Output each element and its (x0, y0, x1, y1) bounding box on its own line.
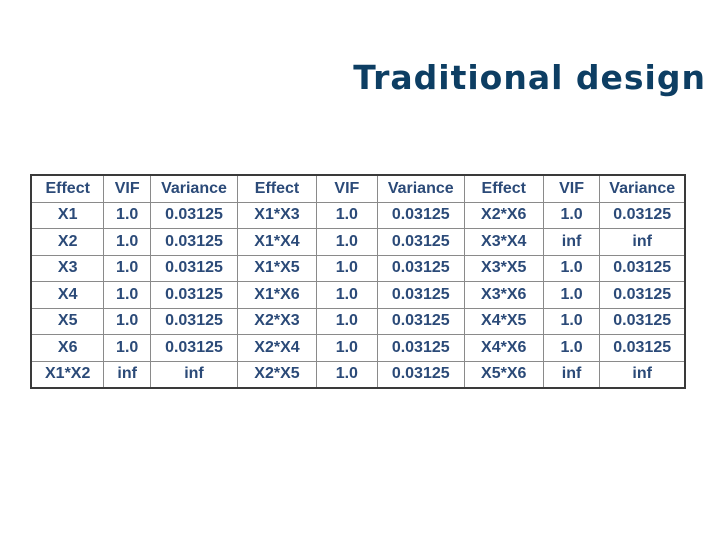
vif-cell: 1.0 (103, 228, 151, 256)
effect-cell: X3*X4 (463, 228, 544, 256)
variance-cell: 0.03125 (149, 228, 239, 256)
vif-cell: 1.0 (103, 201, 151, 229)
vif-cell: 1.0 (103, 307, 151, 335)
column-header-vif: VIF (103, 174, 151, 203)
effect-cell: X5 (30, 307, 105, 335)
table-row: X5 1.0 0.03125 X2*X3 1.0 0.03125 X4*X5 1… (30, 307, 686, 335)
variance-cell: 0.03125 (149, 281, 239, 309)
vif-cell: 1.0 (315, 360, 378, 389)
effect-cell: X4*X5 (463, 307, 544, 335)
effect-cell: X3 (30, 254, 105, 282)
variance-cell: 0.03125 (376, 334, 465, 362)
variance-cell: 0.03125 (376, 228, 465, 256)
vif-cell: inf (542, 228, 601, 256)
effect-cell: X2*X4 (237, 334, 317, 362)
effect-cell: X4 (30, 281, 105, 309)
effect-cell: X2*X6 (463, 201, 544, 229)
vif-cell: 1.0 (542, 334, 601, 362)
variance-cell: 0.03125 (376, 254, 465, 282)
effect-cell: X4*X6 (463, 334, 544, 362)
vif-cell: 1.0 (315, 254, 378, 282)
effect-cell: X2*X3 (237, 307, 317, 335)
column-header-effect: Effect (463, 174, 544, 203)
effect-cell: X1*X3 (237, 201, 317, 229)
column-header-variance: Variance (376, 174, 465, 203)
vif-cell: 1.0 (315, 334, 378, 362)
effect-cell: X1 (30, 201, 105, 229)
table-row: X4 1.0 0.03125 X1*X6 1.0 0.03125 X3*X6 1… (30, 281, 686, 309)
table-row: X1 1.0 0.03125 X1*X3 1.0 0.03125 X2*X6 1… (30, 201, 686, 229)
variance-cell: 0.03125 (599, 307, 686, 335)
slide-title: Traditional design (353, 58, 706, 97)
effect-cell: X1*X2 (30, 360, 105, 389)
effect-cell: X3*X5 (463, 254, 544, 282)
column-header-vif: VIF (315, 174, 378, 203)
column-header-vif: VIF (542, 174, 601, 203)
effect-cell: X1*X6 (237, 281, 317, 309)
table-row: X1*X2 inf inf X2*X5 1.0 0.03125 X5*X6 in… (30, 360, 686, 389)
vif-cell: 1.0 (542, 201, 601, 229)
vif-cell: 1.0 (542, 281, 601, 309)
table-row: X6 1.0 0.03125 X2*X4 1.0 0.03125 X4*X6 1… (30, 334, 686, 362)
effect-cell: X1*X5 (237, 254, 317, 282)
effect-cell: X2*X5 (237, 360, 317, 389)
vif-cell: 1.0 (542, 254, 601, 282)
variance-cell: 0.03125 (376, 360, 465, 389)
variance-cell: 0.03125 (599, 254, 686, 282)
effect-cell: X1*X4 (237, 228, 317, 256)
column-header-variance: Variance (599, 174, 686, 203)
variance-cell: 0.03125 (599, 281, 686, 309)
variance-cell: inf (149, 360, 239, 389)
effect-cell: X5*X6 (463, 360, 544, 389)
vif-cell: inf (103, 360, 151, 389)
effect-cell: X2 (30, 228, 105, 256)
variance-cell: 0.03125 (149, 334, 239, 362)
vif-cell: inf (542, 360, 601, 389)
variance-cell: 0.03125 (376, 307, 465, 335)
variance-cell: 0.03125 (599, 201, 686, 229)
column-header-effect: Effect (30, 174, 105, 203)
column-header-effect: Effect (237, 174, 317, 203)
vif-cell: 1.0 (103, 334, 151, 362)
vif-cell: 1.0 (542, 307, 601, 335)
vif-cell: 1.0 (103, 281, 151, 309)
variance-cell: 0.03125 (149, 201, 239, 229)
variance-cell: inf (599, 360, 686, 389)
effect-cell: X6 (30, 334, 105, 362)
variance-cell: 0.03125 (376, 281, 465, 309)
vif-cell: 1.0 (315, 228, 378, 256)
variance-cell: inf (599, 228, 686, 256)
vif-cell: 1.0 (315, 307, 378, 335)
variance-cell: 0.03125 (599, 334, 686, 362)
vif-cell: 1.0 (315, 281, 378, 309)
vif-table-container: Effect VIF Variance Effect VIF Variance … (30, 174, 686, 389)
variance-cell: 0.03125 (376, 201, 465, 229)
table-row: X3 1.0 0.03125 X1*X5 1.0 0.03125 X3*X5 1… (30, 254, 686, 282)
vif-cell: 1.0 (315, 201, 378, 229)
table-header-row: Effect VIF Variance Effect VIF Variance … (30, 174, 686, 203)
vif-cell: 1.0 (103, 254, 151, 282)
vif-table: Effect VIF Variance Effect VIF Variance … (30, 174, 686, 389)
effect-cell: X3*X6 (463, 281, 544, 309)
variance-cell: 0.03125 (149, 307, 239, 335)
variance-cell: 0.03125 (149, 254, 239, 282)
table-row: X2 1.0 0.03125 X1*X4 1.0 0.03125 X3*X4 i… (30, 228, 686, 256)
column-header-variance: Variance (149, 174, 239, 203)
